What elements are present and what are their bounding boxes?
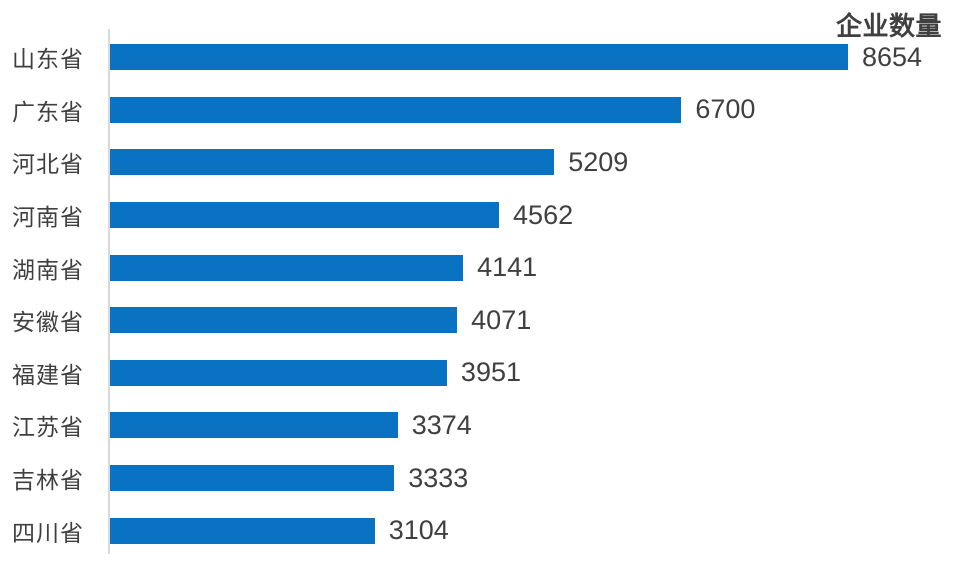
bar (110, 307, 458, 334)
value-label: 8654 (862, 41, 923, 72)
bar-row: 四川省 3104 (0, 504, 959, 557)
bar-track: 4071 (110, 294, 959, 347)
bar-row: 吉林省 3333 (0, 452, 959, 505)
y-axis-line (108, 29, 110, 554)
bar-row: 福建省 3951 (0, 347, 959, 400)
chart-title: 企业数量 (835, 11, 942, 41)
bar-track: 4562 (110, 189, 959, 242)
category-label: 河北省 (12, 152, 84, 178)
category-label: 四川省 (12, 520, 84, 546)
value-label: 3104 (388, 515, 449, 546)
bar (110, 465, 395, 492)
category-label: 河南省 (12, 205, 84, 231)
bar-row: 河南省 4562 (0, 189, 959, 242)
category-label: 吉林省 (12, 468, 84, 494)
bar-row: 广东省 6700 (0, 84, 959, 137)
bar (110, 149, 555, 176)
bar (110, 44, 848, 71)
value-label: 4141 (477, 252, 538, 283)
bar (110, 517, 375, 544)
bar-track: 8654 (110, 31, 959, 84)
value-label: 4071 (471, 304, 532, 335)
value-label: 3333 (408, 462, 469, 493)
bar (110, 412, 398, 439)
bar-row: 江苏省 3374 (0, 399, 959, 452)
bar (110, 202, 500, 229)
value-label: 5209 (568, 146, 629, 177)
category-label: 广东省 (12, 99, 84, 125)
category-label: 江苏省 (12, 415, 84, 441)
bar (110, 96, 682, 123)
value-label: 6700 (695, 94, 756, 125)
bar-track: 4141 (110, 241, 959, 294)
value-label: 3374 (411, 409, 472, 440)
value-label: 3951 (460, 357, 521, 388)
bar-track: 3374 (110, 399, 959, 452)
bar-row: 安徽省 4071 (0, 294, 959, 347)
value-label: 4562 (513, 199, 574, 230)
bar-track: 3951 (110, 347, 959, 400)
category-label: 山东省 (12, 47, 84, 73)
bar-row: 湖南省 4141 (0, 241, 959, 294)
bar-track: 5209 (110, 136, 959, 189)
bar (110, 254, 464, 281)
category-label: 湖南省 (12, 257, 84, 283)
bar-row: 河北省 5209 (0, 136, 959, 189)
bar-row: 山东省 8654 (0, 31, 959, 84)
chart-plot-area: 山东省 8654 广东省 6700 河北省 5209 河南省 4562 湖南省 … (0, 31, 959, 557)
bar-track: 3333 (110, 452, 959, 505)
category-label: 福建省 (12, 362, 84, 388)
bar-track: 6700 (110, 84, 959, 137)
category-label: 安徽省 (12, 310, 84, 336)
bar-track: 3104 (110, 504, 959, 557)
bar (110, 359, 447, 386)
